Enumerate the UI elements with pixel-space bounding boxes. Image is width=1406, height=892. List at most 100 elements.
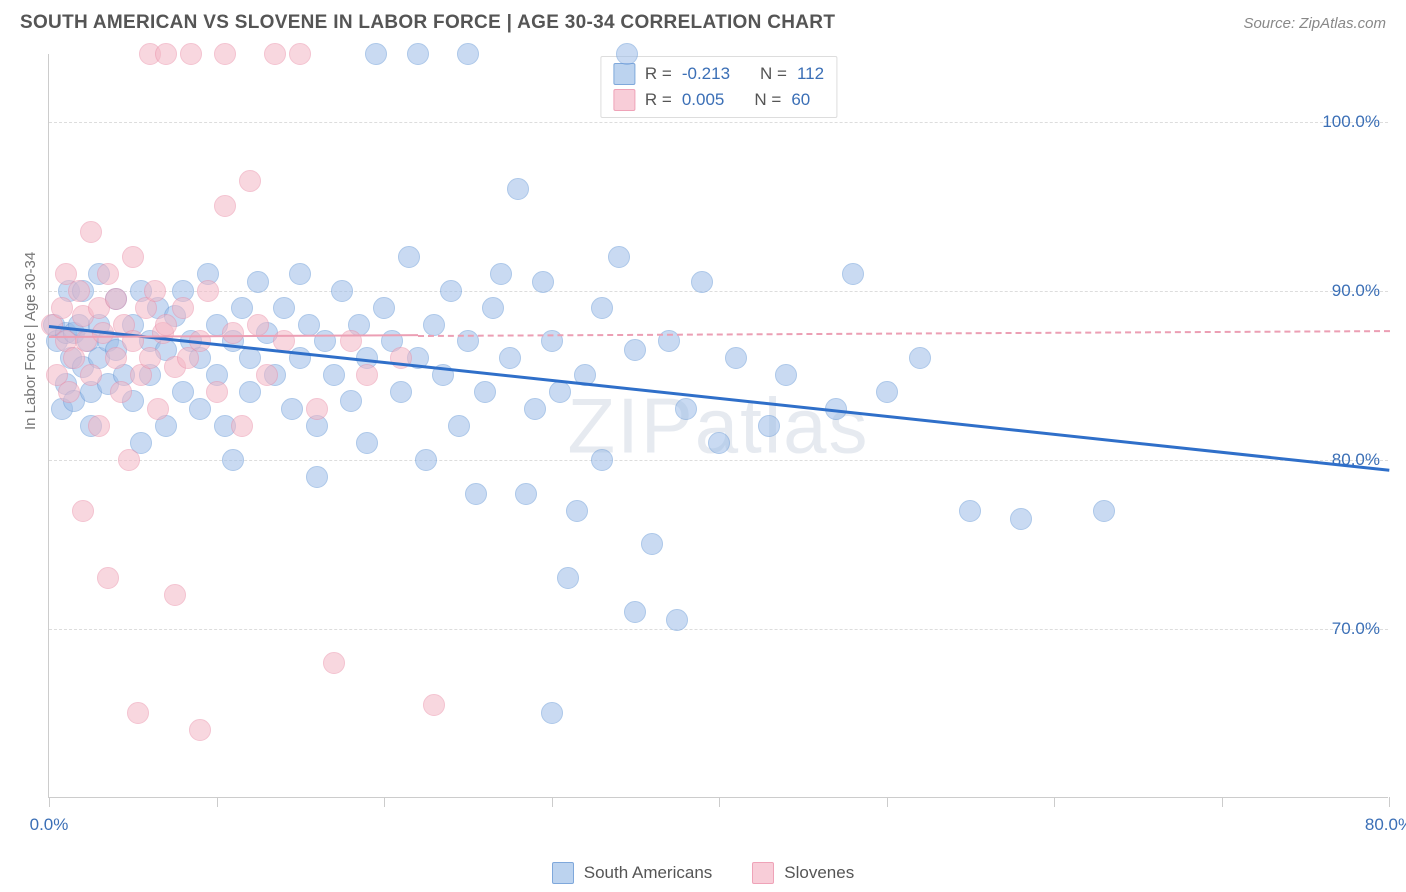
data-point [180, 43, 202, 65]
legend-swatch [613, 63, 635, 85]
data-point [407, 43, 429, 65]
x-tick [719, 797, 720, 807]
data-point [356, 432, 378, 454]
data-point [72, 500, 94, 522]
data-point [281, 398, 303, 420]
data-point [465, 483, 487, 505]
legend-stats: R = -0.213N = 112R = 0.005N = 60 [600, 56, 837, 118]
data-point [641, 533, 663, 555]
data-point [691, 271, 713, 293]
data-point [239, 170, 261, 192]
data-point [515, 483, 537, 505]
data-point [549, 381, 571, 403]
data-point [507, 178, 529, 200]
data-point [189, 719, 211, 741]
data-point [273, 297, 295, 319]
data-point [616, 43, 638, 65]
data-point [206, 381, 228, 403]
data-point [524, 398, 546, 420]
data-point [264, 43, 286, 65]
data-point [373, 297, 395, 319]
data-point [541, 702, 563, 724]
data-point [110, 381, 132, 403]
data-point [608, 246, 630, 268]
chart-title: SOUTH AMERICAN VS SLOVENE IN LABOR FORCE… [20, 12, 835, 34]
data-point [415, 449, 437, 471]
data-point [68, 280, 90, 302]
data-point [423, 694, 445, 716]
data-point [247, 271, 269, 293]
data-point [122, 246, 144, 268]
x-tick [887, 797, 888, 807]
x-tick [1054, 797, 1055, 807]
data-point [80, 364, 102, 386]
data-point [306, 398, 328, 420]
legend-stats-row: R = 0.005N = 60 [613, 87, 824, 113]
gridline-h [49, 291, 1388, 292]
data-point [876, 381, 898, 403]
data-point [155, 43, 177, 65]
data-point [331, 280, 353, 302]
legend-swatch [752, 862, 774, 884]
data-point [390, 381, 412, 403]
data-point [758, 415, 780, 437]
data-point [214, 195, 236, 217]
data-point [239, 381, 261, 403]
data-point [51, 297, 73, 319]
data-point [959, 500, 981, 522]
data-point [842, 263, 864, 285]
legend-n-label: N = [760, 64, 787, 84]
data-point [105, 288, 127, 310]
data-point [448, 415, 470, 437]
legend-n-label: N = [754, 90, 781, 110]
data-point [197, 280, 219, 302]
data-point [298, 314, 320, 336]
data-point [340, 390, 362, 412]
chart-plot-area: ZIPatlas R = -0.213N = 112R = 0.005N = 6… [48, 54, 1388, 798]
gridline-h [49, 629, 1388, 630]
data-point [666, 609, 688, 631]
data-point [323, 652, 345, 674]
legend-bottom: South Americans Slovenes [0, 862, 1406, 884]
data-point [1093, 500, 1115, 522]
data-point [356, 364, 378, 386]
legend-n-value: 112 [797, 64, 824, 84]
data-point [289, 263, 311, 285]
watermark: ZIPatlas [567, 380, 869, 471]
data-point [289, 43, 311, 65]
legend-r-label: R = [645, 64, 672, 84]
data-point [708, 432, 730, 454]
trend-line [417, 330, 1388, 337]
data-point [499, 347, 521, 369]
legend-n-value: 60 [791, 90, 810, 110]
data-point [624, 339, 646, 361]
chart-header: SOUTH AMERICAN VS SLOVENE IN LABOR FORCE… [0, 0, 1406, 42]
data-point [231, 415, 253, 437]
x-tick [552, 797, 553, 807]
legend-item: South Americans [552, 862, 713, 884]
data-point [725, 347, 747, 369]
x-tick [1222, 797, 1223, 807]
data-point [490, 263, 512, 285]
data-point [80, 221, 102, 243]
x-tick-label: 0.0% [30, 815, 69, 835]
data-point [909, 347, 931, 369]
chart-source: Source: ZipAtlas.com [1243, 15, 1386, 32]
data-point [189, 398, 211, 420]
data-point [532, 271, 554, 293]
y-axis-label: In Labor Force | Age 30-34 [22, 252, 39, 430]
data-point [58, 381, 80, 403]
data-point [423, 314, 445, 336]
data-point [147, 398, 169, 420]
data-point [1010, 508, 1032, 530]
y-tick-label: 70.0% [1332, 619, 1380, 639]
data-point [306, 466, 328, 488]
x-tick [384, 797, 385, 807]
legend-item: Slovenes [752, 862, 854, 884]
data-point [566, 500, 588, 522]
data-point [256, 364, 278, 386]
data-point [139, 347, 161, 369]
data-point [557, 567, 579, 589]
data-point [164, 584, 186, 606]
gridline-h [49, 460, 1388, 461]
